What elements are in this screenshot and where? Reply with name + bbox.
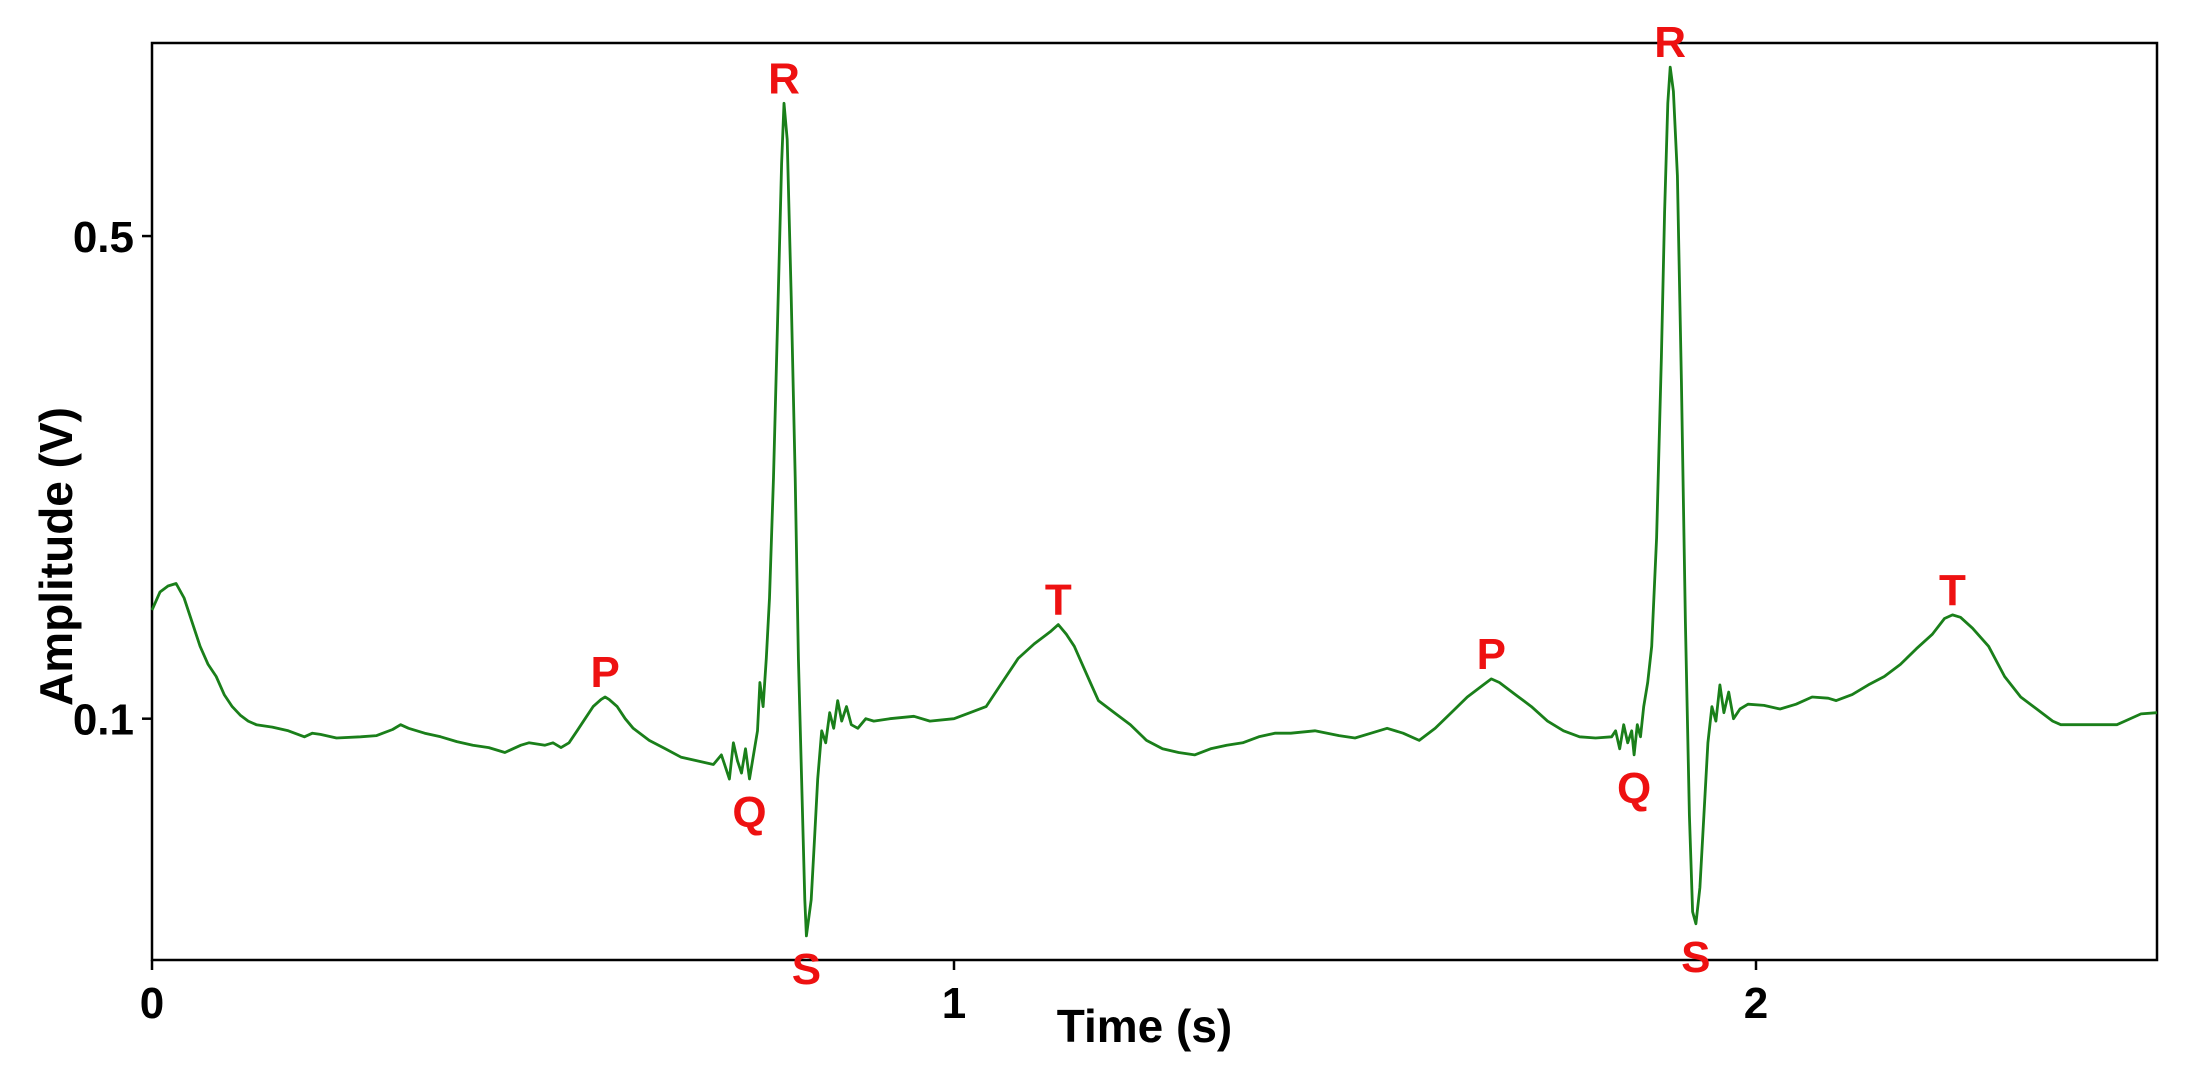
wave-label-r: R [1654,18,1686,67]
wave-label-p: P [590,648,619,697]
y-tick-label: 0.1 [73,696,134,745]
x-tick-label: 2 [1744,979,1768,1028]
plot-frame [150,41,2159,962]
wave-label-q: Q [732,788,766,837]
ecg-signal-line [150,65,2158,938]
x-axis-ticks: 0 1 2 [140,960,1768,1028]
wave-label-q: Q [1617,764,1651,813]
wave-label-r: R [768,54,800,103]
wave-annotations: P Q R S T P Q R S T [590,18,1966,994]
wave-label-t: T [1939,566,1966,615]
y-axis-label: Amplitude (V) [30,407,82,706]
wave-label-s: S [1681,933,1710,982]
wave-label-p: P [1477,630,1506,679]
wave-label-s: S [792,945,821,994]
y-tick-label: 0.5 [73,213,134,262]
y-axis-ticks: 0.1 0.5 [73,213,152,745]
x-tick-label: 0 [140,979,164,1028]
wave-label-t: T [1045,576,1072,625]
x-tick-label: 1 [942,979,966,1028]
x-axis-label: Time (s) [1057,1000,1233,1052]
